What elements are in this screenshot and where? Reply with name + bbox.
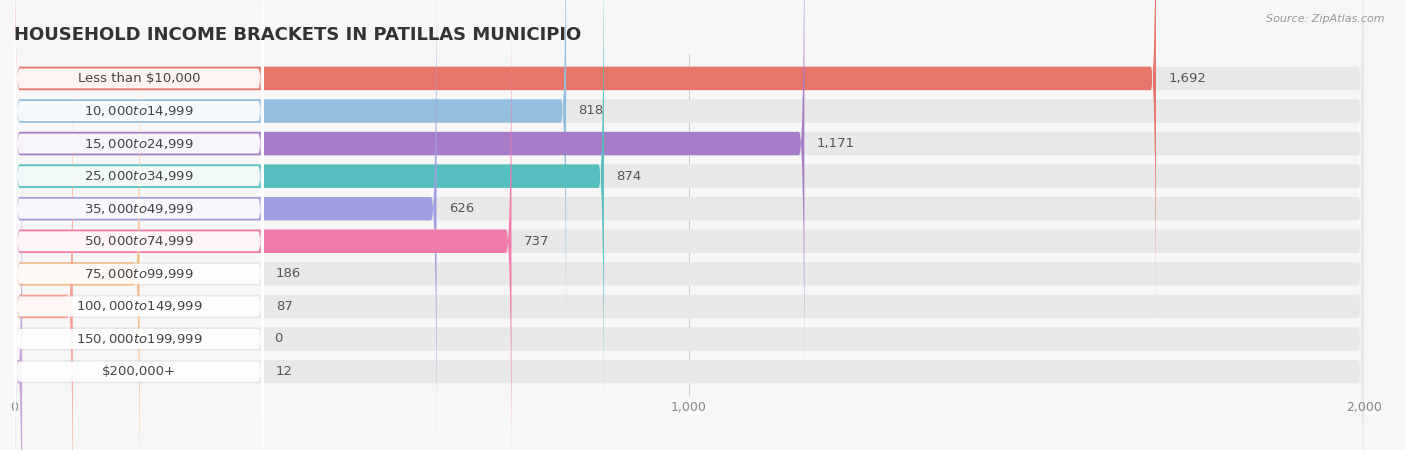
- FancyBboxPatch shape: [14, 0, 605, 425]
- Text: 1,171: 1,171: [817, 137, 855, 150]
- FancyBboxPatch shape: [14, 0, 1364, 360]
- FancyBboxPatch shape: [14, 121, 264, 450]
- Text: 186: 186: [276, 267, 301, 280]
- Text: $75,000 to $99,999: $75,000 to $99,999: [84, 267, 194, 281]
- FancyBboxPatch shape: [14, 0, 567, 360]
- FancyBboxPatch shape: [14, 0, 264, 362]
- FancyBboxPatch shape: [14, 90, 1364, 450]
- Text: 626: 626: [449, 202, 474, 215]
- Text: 874: 874: [616, 170, 641, 183]
- FancyBboxPatch shape: [14, 123, 22, 450]
- FancyBboxPatch shape: [14, 0, 264, 427]
- Text: $10,000 to $14,999: $10,000 to $14,999: [84, 104, 194, 118]
- Text: $200,000+: $200,000+: [101, 365, 176, 378]
- FancyBboxPatch shape: [14, 58, 1364, 450]
- Text: 818: 818: [578, 104, 603, 117]
- FancyBboxPatch shape: [14, 23, 264, 450]
- FancyBboxPatch shape: [14, 0, 264, 394]
- FancyBboxPatch shape: [14, 0, 436, 450]
- FancyBboxPatch shape: [14, 0, 512, 450]
- Text: $50,000 to $74,999: $50,000 to $74,999: [84, 234, 194, 248]
- FancyBboxPatch shape: [14, 0, 264, 450]
- Text: 12: 12: [276, 365, 292, 378]
- FancyBboxPatch shape: [14, 0, 804, 392]
- FancyBboxPatch shape: [14, 0, 1364, 450]
- Text: $35,000 to $49,999: $35,000 to $49,999: [84, 202, 194, 216]
- Text: 737: 737: [523, 235, 550, 248]
- Text: Source: ZipAtlas.com: Source: ZipAtlas.com: [1267, 14, 1385, 23]
- FancyBboxPatch shape: [14, 0, 1364, 450]
- Text: $15,000 to $24,999: $15,000 to $24,999: [84, 136, 194, 151]
- FancyBboxPatch shape: [14, 0, 1364, 327]
- FancyBboxPatch shape: [14, 25, 139, 450]
- Text: Less than $10,000: Less than $10,000: [77, 72, 200, 85]
- FancyBboxPatch shape: [14, 56, 264, 450]
- FancyBboxPatch shape: [14, 58, 73, 450]
- Text: HOUSEHOLD INCOME BRACKETS IN PATILLAS MUNICIPIO: HOUSEHOLD INCOME BRACKETS IN PATILLAS MU…: [14, 26, 581, 44]
- Text: $150,000 to $199,999: $150,000 to $199,999: [76, 332, 202, 346]
- Text: 87: 87: [276, 300, 292, 313]
- FancyBboxPatch shape: [14, 25, 1364, 450]
- FancyBboxPatch shape: [14, 0, 1364, 392]
- FancyBboxPatch shape: [14, 0, 264, 450]
- Text: 0: 0: [274, 333, 283, 346]
- Text: $100,000 to $149,999: $100,000 to $149,999: [76, 299, 202, 314]
- FancyBboxPatch shape: [14, 0, 1364, 425]
- FancyBboxPatch shape: [14, 0, 264, 329]
- FancyBboxPatch shape: [14, 0, 1156, 327]
- Text: 1,692: 1,692: [1168, 72, 1206, 85]
- FancyBboxPatch shape: [14, 88, 264, 450]
- FancyBboxPatch shape: [14, 123, 1364, 450]
- Text: $25,000 to $34,999: $25,000 to $34,999: [84, 169, 194, 183]
